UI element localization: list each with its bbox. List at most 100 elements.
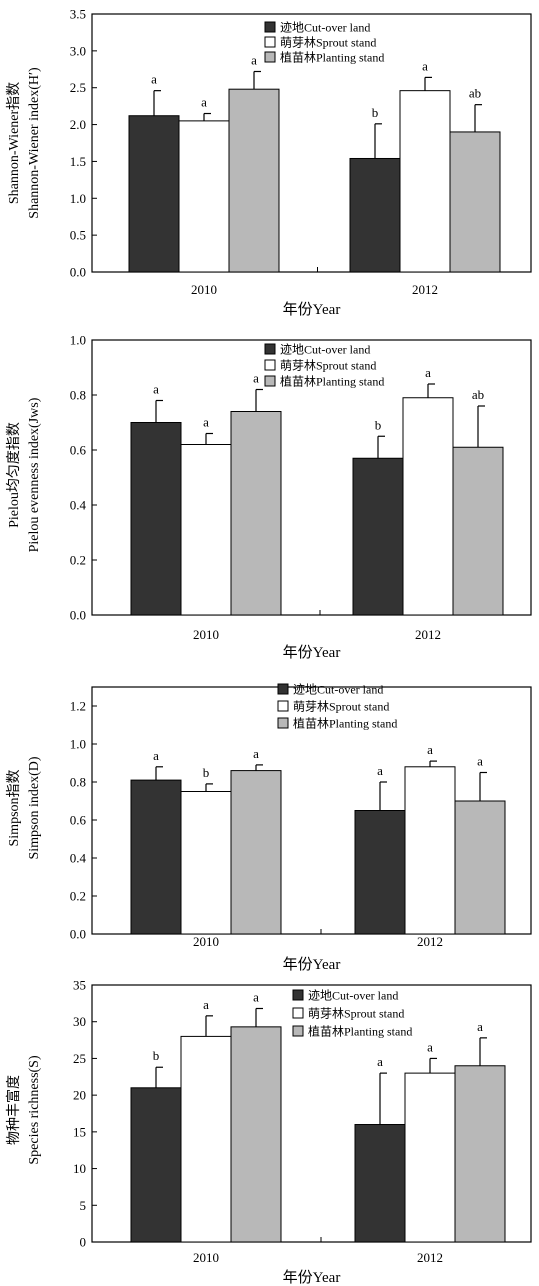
plot-frame	[91, 13, 532, 273]
y-tick-label: 5	[80, 1198, 87, 1213]
chart-panel-3: 0.0 0.2 0.4 0.6 0.8 1.0 1.2 a a b a a a 2010 2012 年份Yea…	[6, 683, 532, 973]
y-tick-label: 0.0	[70, 927, 86, 942]
x-category-label: 2012	[417, 1250, 443, 1265]
x-axis-title: 年份Year	[283, 301, 341, 318]
y-axis-title-line-2: Pielou evenness index(Jws)	[27, 397, 42, 552]
legend-label: 萌芽林Sprout stand	[293, 700, 389, 714]
significance-letter: b	[153, 1048, 160, 1063]
y-tick-label: 2.5	[70, 80, 86, 95]
bar-2010-series-3	[230, 770, 282, 935]
y-tick-label: 1.0	[70, 333, 86, 348]
significance-letter: a	[253, 746, 259, 761]
legend-swatch	[264, 375, 276, 387]
significance-letter: b	[372, 105, 379, 120]
x-category-label: 2012	[412, 282, 438, 297]
significance-letter: a	[253, 371, 259, 386]
y-tick-label: 0.4	[70, 498, 87, 513]
y-tick-label: 10	[73, 1161, 86, 1176]
legend-label: 迹地Cut-over land	[308, 989, 398, 1003]
legend-swatch	[292, 1007, 304, 1019]
bar-2012-series-2	[404, 1072, 456, 1243]
legend-label: 迹地Cut-over land	[280, 21, 370, 35]
significance-letter: a	[477, 1019, 483, 1034]
y-tick-label: 1.0	[70, 737, 86, 752]
y-axis-title-line-1: Pielou均匀度指数	[6, 422, 22, 528]
x-category-label: 2010	[193, 934, 219, 949]
y-tick-label: 0.0	[70, 608, 86, 623]
legend-swatch	[264, 51, 276, 63]
significance-letter: a	[477, 754, 483, 769]
x-axis-title: 年份Year	[283, 956, 341, 973]
y-tick-label: 1.0	[70, 191, 86, 206]
significance-letter: a	[153, 382, 159, 397]
y-tick-label: 0.2	[70, 553, 86, 568]
y-axis-title-line-2: Simpson index(D)	[27, 756, 42, 859]
legend-swatch	[292, 1025, 304, 1037]
y-tick-label: 0	[80, 1235, 87, 1250]
plot-frame	[91, 339, 532, 616]
plot-frame	[91, 686, 532, 935]
bar-2010-series-2	[180, 1035, 232, 1243]
legend-swatch	[277, 683, 289, 695]
bar-2010-series-3	[230, 1026, 282, 1243]
x-category-label: 2010	[191, 282, 217, 297]
bar-2012-series-3	[454, 1065, 506, 1243]
bar-2012-series-1	[349, 157, 401, 273]
legend-swatch	[264, 21, 276, 33]
legend-label: 植苗林Planting stand	[280, 50, 384, 65]
legend-label: 迹地Cut-over land	[293, 683, 383, 697]
y-axis-title-line-2: Shannon-Wiener index(H′)	[27, 67, 42, 219]
legend-swatch	[264, 359, 276, 371]
significance-letter: a	[201, 95, 207, 110]
bar-2010-series-1	[128, 115, 180, 273]
plot-frame	[91, 984, 532, 1243]
x-category-label: 2010	[193, 627, 219, 642]
significance-letter: a	[153, 748, 159, 763]
significance-letter: a	[377, 763, 383, 778]
legend-swatch	[264, 36, 276, 48]
bar-2010-series-1	[130, 1087, 182, 1243]
y-axis-title-line-1: Shannon-Wiener指数	[6, 82, 22, 204]
y-tick-label: 35	[73, 978, 86, 993]
y-tick-label: 15	[73, 1124, 86, 1139]
significance-letter: a	[425, 365, 431, 380]
y-axis-title-line-1: 物种丰富度	[5, 1075, 22, 1145]
x-category-label: 2010	[193, 1250, 219, 1265]
significance-letter: ab	[472, 387, 484, 402]
significance-letter: a	[203, 415, 209, 430]
bar-2012-series-2	[399, 90, 451, 273]
x-axis-title: 年份Year	[283, 644, 341, 661]
y-tick-label: 3.5	[70, 7, 86, 22]
y-tick-label: 0.4	[70, 851, 87, 866]
bar-2010-series-1	[130, 779, 182, 935]
significance-letter: a	[377, 1054, 383, 1069]
significance-letter: b	[375, 417, 382, 432]
y-tick-label: 0.2	[70, 889, 86, 904]
y-tick-label: 0.0	[70, 265, 86, 280]
legend-swatch	[292, 989, 304, 1001]
y-tick-label: 2.0	[70, 117, 86, 132]
legend-swatch	[264, 343, 276, 355]
x-category-label: 2012	[417, 934, 443, 949]
x-category-label: 2012	[415, 627, 441, 642]
significance-letter: a	[203, 997, 209, 1012]
significance-letter: a	[422, 58, 428, 73]
legend-label: 萌芽林Sprout stand	[308, 1007, 404, 1021]
bar-2010-series-1	[130, 422, 182, 616]
bar-2010-series-2	[180, 791, 232, 935]
legend-label: 植苗林Planting stand	[293, 716, 397, 731]
bar-2010-series-3	[230, 411, 282, 616]
y-tick-label: 0.6	[70, 813, 87, 828]
y-axis-title-line-2: Species richness(S)	[27, 1055, 42, 1165]
legend-swatch	[277, 717, 289, 729]
chart-panel-4: 0 5 10 15 20 25 30 35 b a a a a a 2010 2012 年份Year 物种丰富度 S…	[5, 978, 532, 1286]
y-tick-label: 1.5	[70, 154, 86, 169]
legend-label: 植苗林Planting stand	[308, 1024, 412, 1039]
bar-2012-series-3	[449, 131, 501, 273]
y-tick-label: 1.2	[70, 699, 86, 714]
y-tick-label: 3.0	[70, 43, 86, 58]
y-tick-label: 30	[73, 1014, 86, 1029]
